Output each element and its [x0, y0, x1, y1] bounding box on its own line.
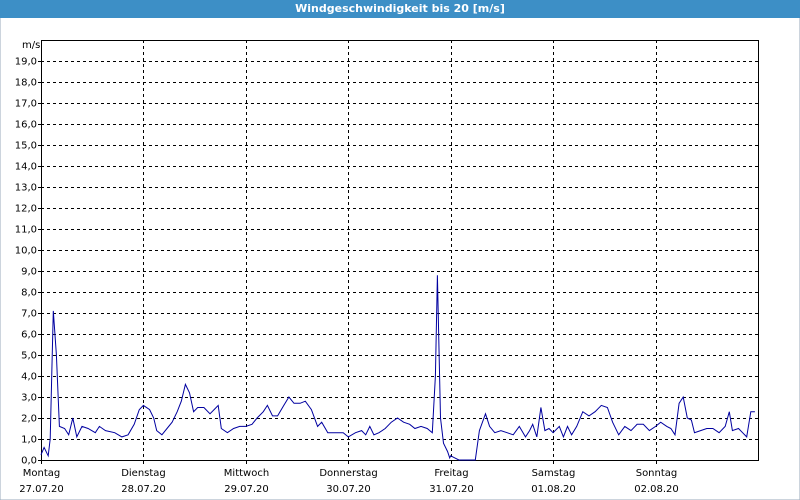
x-tick-date: 01.08.20 [531, 484, 576, 495]
y-tick-label: 2,0 [21, 414, 37, 425]
y-tick-label: 19,0 [15, 57, 37, 68]
y-tick-label: 16,0 [15, 120, 37, 131]
y-tick-label: 13,0 [15, 183, 37, 194]
x-tick-label: Samstag [532, 468, 576, 479]
y-tick-label: 14,0 [15, 162, 37, 173]
x-tick-date: 27.07.20 [19, 484, 64, 495]
y-tick-label: 18,0 [15, 78, 37, 89]
y-tick-label: 10,0 [15, 246, 37, 257]
x-tick-label: Donnerstag [319, 468, 377, 479]
x-tick-date: 02.08.20 [634, 484, 679, 495]
x-tick-label: Montag [23, 468, 60, 479]
plot-frame [41, 40, 759, 461]
x-tick-date: 30.07.20 [326, 484, 371, 495]
wind-line [40, 275, 755, 461]
y-tick-label: 9,0 [21, 267, 37, 278]
x-tick-date: 31.07.20 [429, 484, 474, 495]
y-tick-label: 0,0 [21, 456, 37, 467]
y-tick-label: 12,0 [15, 204, 37, 215]
y-tick-label: 15,0 [15, 141, 37, 152]
y-tick-label: 3,0 [21, 393, 37, 404]
y-tick-label: 7,0 [21, 309, 37, 320]
title-bar [0, 0, 800, 18]
x-tick-date: 28.07.20 [121, 484, 166, 495]
x-tick-label: Freitag [434, 468, 468, 479]
y-axis-label: m/s [22, 40, 40, 51]
x-tick-label: Dienstag [121, 468, 166, 479]
y-tick-label: 4,0 [21, 372, 37, 383]
x-tick-date: 29.07.20 [224, 484, 269, 495]
y-tick-label: 1,0 [21, 435, 37, 446]
x-tick-label: Mittwoch [224, 468, 269, 479]
y-tick-label: 11,0 [15, 225, 37, 236]
y-tick-label: 5,0 [21, 351, 37, 362]
y-tick-label: 17,0 [15, 99, 37, 110]
y-tick-label: 6,0 [21, 330, 37, 341]
x-tick-label: Sonntag [636, 468, 678, 479]
y-tick-label: 8,0 [21, 288, 37, 299]
chart-title: Windgeschwindigkeit bis 20 [m/s] [295, 2, 505, 15]
